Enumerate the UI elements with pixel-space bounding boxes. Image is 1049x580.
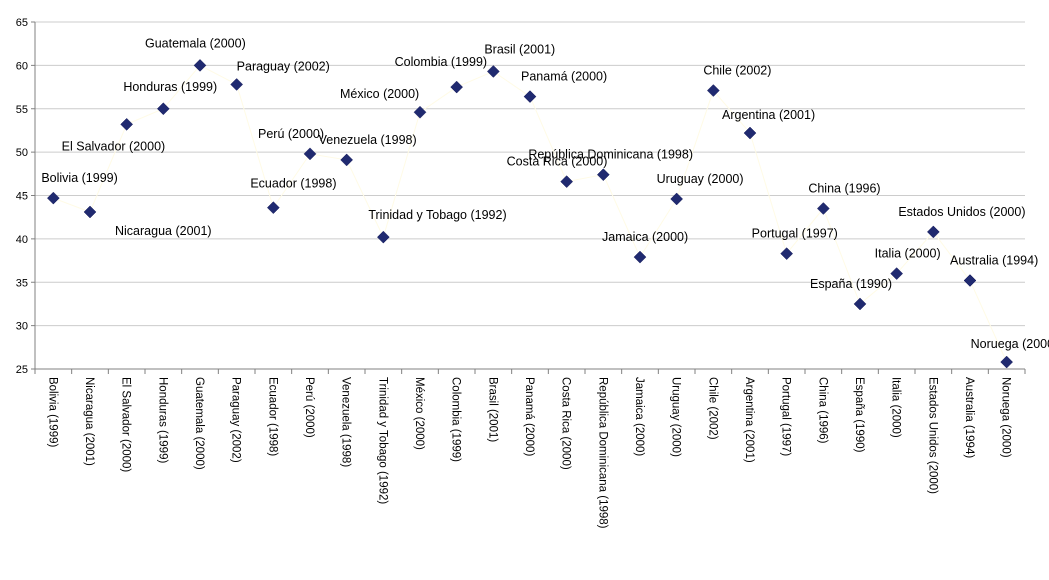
data-point — [486, 65, 500, 78]
data-label: Argentina (2001) — [722, 108, 815, 122]
x-tick-label: Panamá (2000) — [523, 377, 535, 456]
series-line — [53, 64, 1008, 363]
x-tick-label: República Dominicana (1998) — [596, 377, 608, 529]
x-tick-label: Honduras (1999) — [156, 377, 168, 463]
data-point — [743, 126, 757, 140]
connector-lines — [53, 64, 1008, 363]
data-point — [376, 230, 390, 244]
data-point — [633, 250, 647, 264]
x-tick-label: Ecuador (1998) — [266, 377, 278, 456]
data-label: Italia (2000) — [875, 247, 941, 261]
data-point — [596, 168, 610, 182]
x-tick-label: Italia (2000) — [890, 377, 902, 438]
data-label: Chile (2002) — [703, 64, 771, 78]
y-tick-label: 35 — [16, 277, 28, 289]
data-label: Colombia (1999) — [395, 55, 487, 69]
data-label: China (1996) — [808, 182, 880, 196]
data-label: República Dominicana (1998) — [528, 148, 693, 162]
data-label: Ecuador (1998) — [250, 177, 336, 191]
data-point — [560, 175, 574, 188]
data-label: Venezuela (1998) — [319, 133, 417, 147]
x-tick-label: Noruega (2000) — [1000, 377, 1012, 458]
x-tick-label: El Salvador (2000) — [120, 377, 132, 472]
y-tick-label: 40 — [16, 234, 28, 246]
axes — [31, 21, 1026, 374]
data-point — [780, 247, 794, 260]
data-label: Bolivia (1999) — [41, 171, 117, 185]
data-label: Estados Unidos (2000) — [898, 205, 1025, 219]
y-tick-label: 50 — [16, 147, 28, 159]
data-point — [83, 205, 97, 219]
data-point — [193, 59, 207, 72]
data-label: Australia (1994) — [950, 254, 1038, 268]
data-label: Portugal (1997) — [752, 227, 838, 241]
x-tick-label: China (1996) — [816, 377, 828, 444]
data-point — [230, 78, 244, 91]
data-point — [340, 153, 354, 167]
data-label: Paraguay (2002) — [237, 59, 330, 73]
x-tick-label: Argentina (2001) — [743, 377, 755, 463]
y-tick-label: 55 — [16, 104, 28, 116]
data-label: Costa Rica (2000) — [507, 155, 608, 169]
data-point — [46, 191, 60, 205]
x-tick-label: Brasil (2001) — [486, 377, 498, 442]
data-label: Nicaragua (2001) — [115, 224, 212, 238]
y-tick-label: 45 — [16, 191, 28, 203]
data-label: Guatemala (2000) — [145, 36, 246, 50]
data-point — [413, 105, 427, 119]
data-point — [706, 84, 720, 97]
x-tick-label: Nicaragua (2001) — [83, 377, 95, 466]
x-tick-label: Uruguay (2000) — [670, 377, 682, 457]
y-tick-label: 30 — [16, 321, 28, 333]
data-point — [670, 192, 684, 206]
x-tick-label: Guatemala (2000) — [193, 377, 205, 470]
data-label: Panamá (2000) — [521, 70, 607, 84]
x-tick-label: Bolivia (1999) — [46, 377, 58, 447]
data-point — [156, 102, 170, 116]
x-tick-label: Perú (2000) — [303, 377, 315, 438]
x-tick-label: Chile (2002) — [706, 377, 718, 440]
data-label: Jamaica (2000) — [602, 230, 688, 244]
x-tick-label: Portugal (1997) — [780, 377, 792, 456]
x-tick-label: México (2000) — [413, 377, 425, 450]
data-label: El Salvador (2000) — [62, 139, 166, 153]
x-tick-label: Colombia (1999) — [450, 377, 462, 462]
data-point — [816, 202, 830, 215]
x-tick-label: Trinidad y Tobago (1992) — [376, 377, 388, 504]
y-tick-label: 60 — [16, 60, 28, 72]
data-label: España (1990) — [810, 277, 892, 291]
data-label: Uruguay (2000) — [657, 172, 744, 186]
x-tick-label: Venezuela (1998) — [340, 377, 352, 467]
data-point — [450, 80, 464, 94]
x-tick-label: Australia (1994) — [963, 377, 975, 458]
y-tick-label: 65 — [16, 17, 28, 29]
data-label: México (2000) — [340, 87, 419, 101]
x-tick-label: Jamaica (2000) — [633, 377, 645, 456]
data-point — [1000, 355, 1014, 369]
data-point — [926, 225, 940, 239]
x-tick-label: España (1990) — [853, 377, 865, 453]
x-tick-labels: Bolivia (1999) Nicaragua (2001) El Salvado… — [46, 377, 1011, 529]
data-point — [303, 147, 317, 161]
data-point — [853, 297, 867, 311]
data-label: Honduras (1999) — [123, 80, 217, 94]
data-points — [46, 59, 1014, 369]
data-point — [523, 90, 537, 103]
data-label: Trinidad y Tobago (1992) — [368, 208, 506, 222]
data-labels: Bolivia (1999) Nicaragua (2001) El Salvado… — [41, 36, 1049, 351]
data-point — [120, 118, 134, 131]
data-label: Noruega (2000) — [971, 337, 1049, 351]
x-tick-label: Estados Unidos (2000) — [926, 377, 938, 494]
data-point — [266, 201, 280, 214]
x-tick-label: Paraguay (2002) — [230, 377, 242, 463]
y-tick-labels: 25 30 35 40 45 50 55 60 65 — [16, 17, 28, 376]
data-point — [890, 267, 904, 280]
data-label: Brasil (2001) — [484, 42, 555, 56]
data-point — [963, 274, 977, 287]
x-tick-label: Costa Rica (2000) — [560, 377, 572, 470]
data-label: Perú (2000) — [258, 127, 324, 141]
y-tick-label: 25 — [16, 364, 28, 376]
